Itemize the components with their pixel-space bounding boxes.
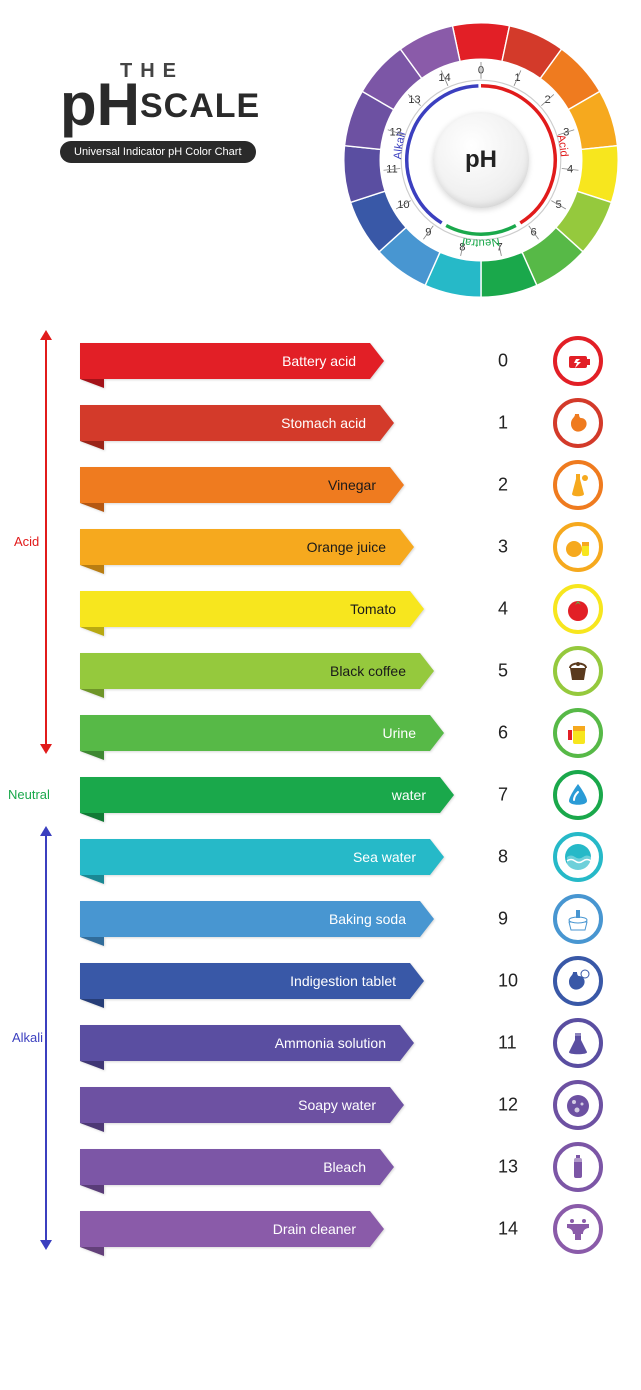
- header: THE pHSCALE Universal Indicator pH Color…: [60, 60, 310, 163]
- item-label: Indigestion tablet: [290, 973, 396, 989]
- ph-row-14: Drain cleaner 14: [0, 1198, 641, 1260]
- soda-icon: [553, 894, 603, 944]
- ph-row-1: Stomach acid 1: [0, 392, 641, 454]
- orange-icon: [553, 522, 603, 572]
- sea-icon: [553, 832, 603, 882]
- item-label: Drain cleaner: [273, 1221, 356, 1237]
- ph-value: 7: [498, 785, 528, 806]
- ph-row-7: water 7: [0, 764, 641, 826]
- ph-value: 2: [498, 475, 528, 496]
- ph-value: 10: [498, 971, 528, 992]
- ph-value: 3: [498, 537, 528, 558]
- ph-row-12: Soapy water 12: [0, 1074, 641, 1136]
- item-label: Urine: [383, 725, 416, 741]
- axis-acid-arrow: [45, 340, 47, 744]
- soap-icon: [553, 1080, 603, 1130]
- subtitle-badge: Universal Indicator pH Color Chart: [60, 141, 256, 163]
- drain-icon: [553, 1204, 603, 1254]
- flask-icon: [553, 1018, 603, 1068]
- ph-value: 4: [498, 599, 528, 620]
- ph-row-11: Ammonia solution 11: [0, 1012, 641, 1074]
- tomato-icon: [553, 584, 603, 634]
- ph-row-6: Urine 6: [0, 702, 641, 764]
- ph-row-4: Tomato 4: [0, 578, 641, 640]
- axis-acid-label: Acid: [14, 534, 39, 549]
- bleach-icon: [553, 1142, 603, 1192]
- ph-row-2: Vinegar 2: [0, 454, 641, 516]
- battery-icon: [553, 336, 603, 386]
- title-scale: SCALE: [140, 87, 260, 125]
- item-label: Ammonia solution: [275, 1035, 386, 1051]
- item-label: Tomato: [350, 601, 396, 617]
- ph-row-13: Bleach 13: [0, 1136, 641, 1198]
- title-ph: pH: [60, 71, 140, 138]
- vinegar-icon: [553, 460, 603, 510]
- item-label: water: [392, 787, 426, 803]
- title-main: pHSCALE: [60, 75, 310, 135]
- wheel-center-label: pH: [433, 112, 529, 208]
- stomach-icon: [553, 398, 603, 448]
- tablet-icon: [553, 956, 603, 1006]
- coffee-icon: [553, 646, 603, 696]
- ph-value: 9: [498, 909, 528, 930]
- ph-bar-chart: Battery acid 0 Stomach acid 1 Vinegar 2 …: [0, 330, 641, 1260]
- item-label: Sea water: [353, 849, 416, 865]
- item-label: Baking soda: [329, 911, 406, 927]
- axis-alkali-label: Alkali: [12, 1030, 43, 1045]
- water-icon: [553, 770, 603, 820]
- item-label: Battery acid: [282, 353, 356, 369]
- item-label: Soapy water: [298, 1097, 376, 1113]
- urine-icon: [553, 708, 603, 758]
- ph-value: 5: [498, 661, 528, 682]
- ph-value: 8: [498, 847, 528, 868]
- ph-color-wheel: 01234567891011121314 AcidNeutralAlkali p…: [341, 20, 621, 300]
- ph-row-5: Black coffee 5: [0, 640, 641, 702]
- ph-row-3: Orange juice 3: [0, 516, 641, 578]
- ph-row-9: Baking soda 9: [0, 888, 641, 950]
- item-label: Stomach acid: [281, 415, 366, 431]
- item-label: Orange juice: [307, 539, 386, 555]
- ph-value: 14: [498, 1219, 528, 1240]
- ph-value: 12: [498, 1095, 528, 1116]
- ph-value: 0: [498, 351, 528, 372]
- item-label: Black coffee: [330, 663, 406, 679]
- svg-text:Neutral: Neutral: [461, 235, 500, 249]
- axis-alkali-arrow: [45, 836, 47, 1240]
- axis-neutral-label: Neutral: [8, 787, 50, 802]
- ph-value: 1: [498, 413, 528, 434]
- item-label: Bleach: [323, 1159, 366, 1175]
- ph-row-0: Battery acid 0: [0, 330, 641, 392]
- ph-value: 13: [498, 1157, 528, 1178]
- ph-value: 11: [498, 1033, 528, 1054]
- item-label: Vinegar: [328, 477, 376, 493]
- ph-value: 6: [498, 723, 528, 744]
- ph-row-8: Sea water 8: [0, 826, 641, 888]
- ph-row-10: Indigestion tablet 10: [0, 950, 641, 1012]
